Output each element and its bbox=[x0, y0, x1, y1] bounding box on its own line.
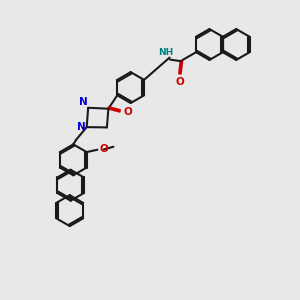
Text: O: O bbox=[100, 144, 108, 154]
Text: NH: NH bbox=[158, 48, 173, 57]
Text: O: O bbox=[175, 77, 184, 88]
Text: N: N bbox=[77, 122, 86, 132]
Text: N: N bbox=[79, 97, 87, 106]
Text: O: O bbox=[123, 107, 132, 117]
